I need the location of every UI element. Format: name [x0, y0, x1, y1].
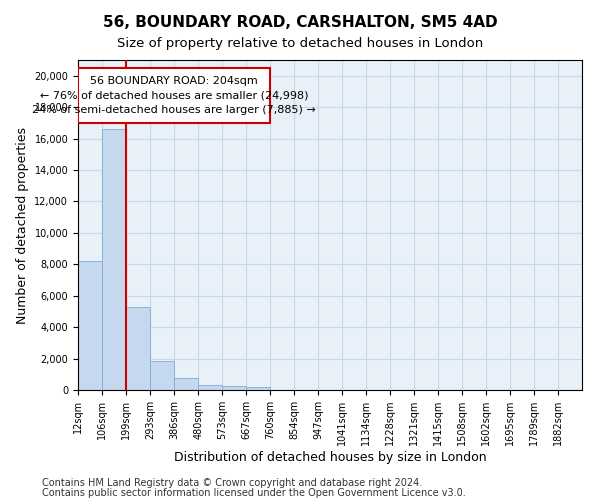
Text: Size of property relative to detached houses in London: Size of property relative to detached ho…: [117, 38, 483, 51]
Bar: [150, 361, 174, 390]
Bar: [246, 387, 270, 390]
Y-axis label: Number of detached properties: Number of detached properties: [16, 126, 29, 324]
Bar: [78, 261, 102, 390]
Bar: [102, 129, 126, 390]
Text: 56 BOUNDARY ROAD: 204sqm
← 76% of detached houses are smaller (24,998)
24% of se: 56 BOUNDARY ROAD: 204sqm ← 76% of detach…: [32, 76, 316, 115]
Bar: [222, 386, 246, 390]
Bar: [126, 306, 150, 390]
Bar: [78, 68, 270, 123]
Bar: [174, 378, 198, 390]
Text: Contains HM Land Registry data © Crown copyright and database right 2024.: Contains HM Land Registry data © Crown c…: [42, 478, 422, 488]
Text: 56, BOUNDARY ROAD, CARSHALTON, SM5 4AD: 56, BOUNDARY ROAD, CARSHALTON, SM5 4AD: [103, 15, 497, 30]
Bar: [198, 384, 222, 390]
X-axis label: Distribution of detached houses by size in London: Distribution of detached houses by size …: [173, 451, 487, 464]
Text: Contains public sector information licensed under the Open Government Licence v3: Contains public sector information licen…: [42, 488, 466, 498]
